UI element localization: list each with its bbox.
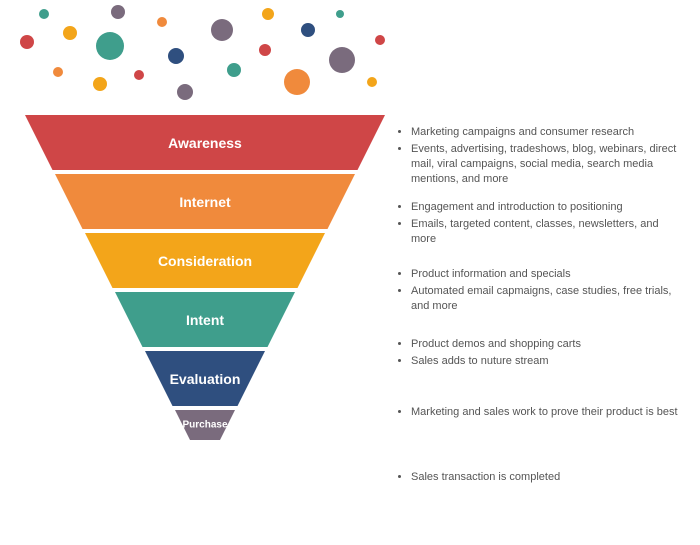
decorative-dot xyxy=(157,17,167,27)
decorative-dot xyxy=(53,67,63,77)
desc-list: Sales transaction is completed xyxy=(395,470,685,485)
decorative-dot xyxy=(20,35,34,49)
funnel-stage-awareness xyxy=(25,115,385,170)
funnel-desc-intent: Product demos and shopping carts Sales ad… xyxy=(395,337,685,371)
desc-item: Sales adds to nuture stream xyxy=(411,354,601,369)
funnel-desc-awareness: Marketing campaigns and consumer researc… xyxy=(395,125,685,188)
desc-item: Engagement and introduction to positioni… xyxy=(411,200,685,215)
desc-item: Product demos and shopping carts xyxy=(411,337,601,352)
desc-item: Marketing campaigns and consumer researc… xyxy=(411,125,685,140)
desc-list: Marketing and sales work to prove their … xyxy=(395,405,685,420)
desc-list: Marketing campaigns and consumer researc… xyxy=(395,125,685,186)
funnel-desc-consideration: Product information and specials Automate… xyxy=(395,267,685,316)
funnel-stage-internet xyxy=(55,174,355,229)
decorative-dot xyxy=(96,32,124,60)
funnel-desc-evaluation: Marketing and sales work to prove their … xyxy=(395,405,685,422)
decorative-dot xyxy=(375,35,385,45)
funnel-desc-internet: Engagement and introduction to positioni… xyxy=(395,200,685,249)
decorative-dot xyxy=(284,69,310,95)
funnel-stage-consideration xyxy=(85,233,325,288)
decorative-dot xyxy=(301,23,315,37)
funnel-stage-purchase xyxy=(175,410,235,440)
decorative-dot xyxy=(336,10,344,18)
funnel-shapes xyxy=(25,115,385,515)
decorative-dot xyxy=(262,8,274,20)
desc-item: Emails, targeted content, classes, newsl… xyxy=(411,217,685,247)
infographic-canvas: AwarenessInternetConsiderationIntentEval… xyxy=(0,0,700,545)
marketing-funnel: AwarenessInternetConsiderationIntentEval… xyxy=(25,115,385,515)
decorative-dot xyxy=(93,77,107,91)
decorative-dot xyxy=(367,77,377,87)
desc-list: Product information and specials Automate… xyxy=(395,267,685,314)
decorative-dot xyxy=(134,70,144,80)
desc-list: Engagement and introduction to positioni… xyxy=(395,200,685,247)
decorative-dot xyxy=(39,9,49,19)
funnel-desc-purchase: Sales transaction is completed xyxy=(395,470,685,487)
decorative-dot xyxy=(227,63,241,77)
desc-item: Product information and specials xyxy=(411,267,685,282)
decorative-dot xyxy=(168,48,184,64)
decorative-dot xyxy=(259,44,271,56)
decorative-dot xyxy=(63,26,77,40)
funnel-stage-intent xyxy=(115,292,295,347)
desc-item: Sales transaction is completed xyxy=(411,470,561,485)
funnel-stage-evaluation xyxy=(145,351,265,406)
desc-item: Marketing and sales work to prove their … xyxy=(411,405,685,420)
desc-item: Events, advertising, tradeshows, blog, w… xyxy=(411,142,685,187)
desc-list: Product demos and shopping carts Sales ad… xyxy=(395,337,685,369)
decorative-dot xyxy=(111,5,125,19)
decorative-dot xyxy=(329,47,355,73)
desc-item: Automated email capmaigns, case studies,… xyxy=(411,284,685,314)
decorative-dot xyxy=(177,84,193,100)
decorative-dot xyxy=(211,19,233,41)
